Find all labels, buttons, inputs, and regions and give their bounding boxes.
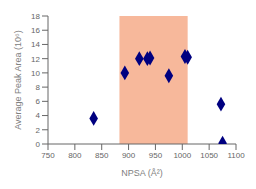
svg-text:12: 12: [31, 55, 40, 64]
svg-text:10: 10: [31, 69, 40, 78]
svg-text:Average Peak Area (10⁶): Average Peak Area (10⁶): [13, 30, 23, 130]
svg-text:8: 8: [36, 83, 41, 92]
svg-text:950: 950: [149, 151, 163, 160]
svg-text:NPSA (Å²): NPSA (Å²): [121, 168, 163, 178]
svg-text:0: 0: [36, 140, 41, 149]
svg-text:4: 4: [36, 111, 41, 120]
svg-text:800: 800: [68, 151, 82, 160]
svg-text:16: 16: [31, 26, 40, 35]
svg-text:850: 850: [95, 151, 109, 160]
svg-text:1050: 1050: [200, 151, 218, 160]
svg-text:750: 750: [41, 151, 55, 160]
svg-text:2: 2: [36, 126, 41, 135]
svg-text:6: 6: [36, 97, 41, 106]
svg-text:1000: 1000: [173, 151, 191, 160]
svg-text:18: 18: [31, 12, 40, 21]
svg-text:1100: 1100: [227, 151, 245, 160]
svg-text:14: 14: [31, 40, 40, 49]
svg-text:900: 900: [122, 151, 136, 160]
